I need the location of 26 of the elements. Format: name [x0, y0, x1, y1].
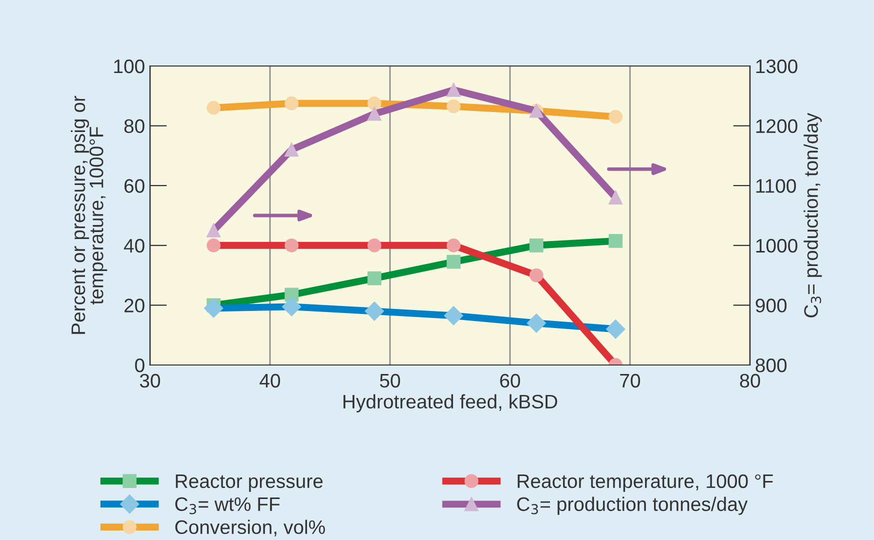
y2-tick-label: 1300 — [756, 59, 798, 74]
y-tick-label: 20 — [124, 298, 144, 312]
legend-label: Conversion, vol% — [175, 520, 325, 536]
y2-tick-label: 1200 — [756, 119, 798, 134]
x-tick-label: 80 — [740, 374, 760, 388]
y-tick-label: 40 — [124, 238, 144, 253]
x-tick-label: 50 — [380, 374, 400, 388]
y-tick-label: 60 — [124, 179, 144, 193]
y2-tick-label: 1000 — [756, 238, 798, 253]
legend-label: Reactor pressure — [176, 474, 323, 492]
legend-label: C$_{3}$= wt% FF — [175, 497, 280, 514]
legend-label: C$_{3}$= production tonnes/day — [517, 496, 748, 515]
y2-tick-label: 900 — [756, 298, 787, 312]
x-tick-label: 40 — [260, 374, 280, 388]
y-axis-title: Percent or pressure, psig or temperature, 1000°F — [70, 96, 108, 334]
x-tick-label: 70 — [620, 374, 640, 388]
y2-tick-label: 1100 — [756, 179, 796, 193]
y-tick-label: 100 — [114, 59, 144, 74]
x-axis-title: Hydrotreated feed, kBSD — [344, 394, 558, 412]
y-tick-label: 0 — [135, 358, 144, 372]
legend-label: Reactor temperature, 1000 °F — [518, 474, 773, 492]
y-tick-label: 80 — [124, 119, 144, 134]
x-tick-label: 30 — [140, 374, 160, 388]
y2-tick-label: 800 — [756, 358, 787, 372]
y2-axis-title: C$_{3}$= production, ton/day — [804, 112, 822, 318]
x-tick-label: 60 — [500, 374, 520, 388]
